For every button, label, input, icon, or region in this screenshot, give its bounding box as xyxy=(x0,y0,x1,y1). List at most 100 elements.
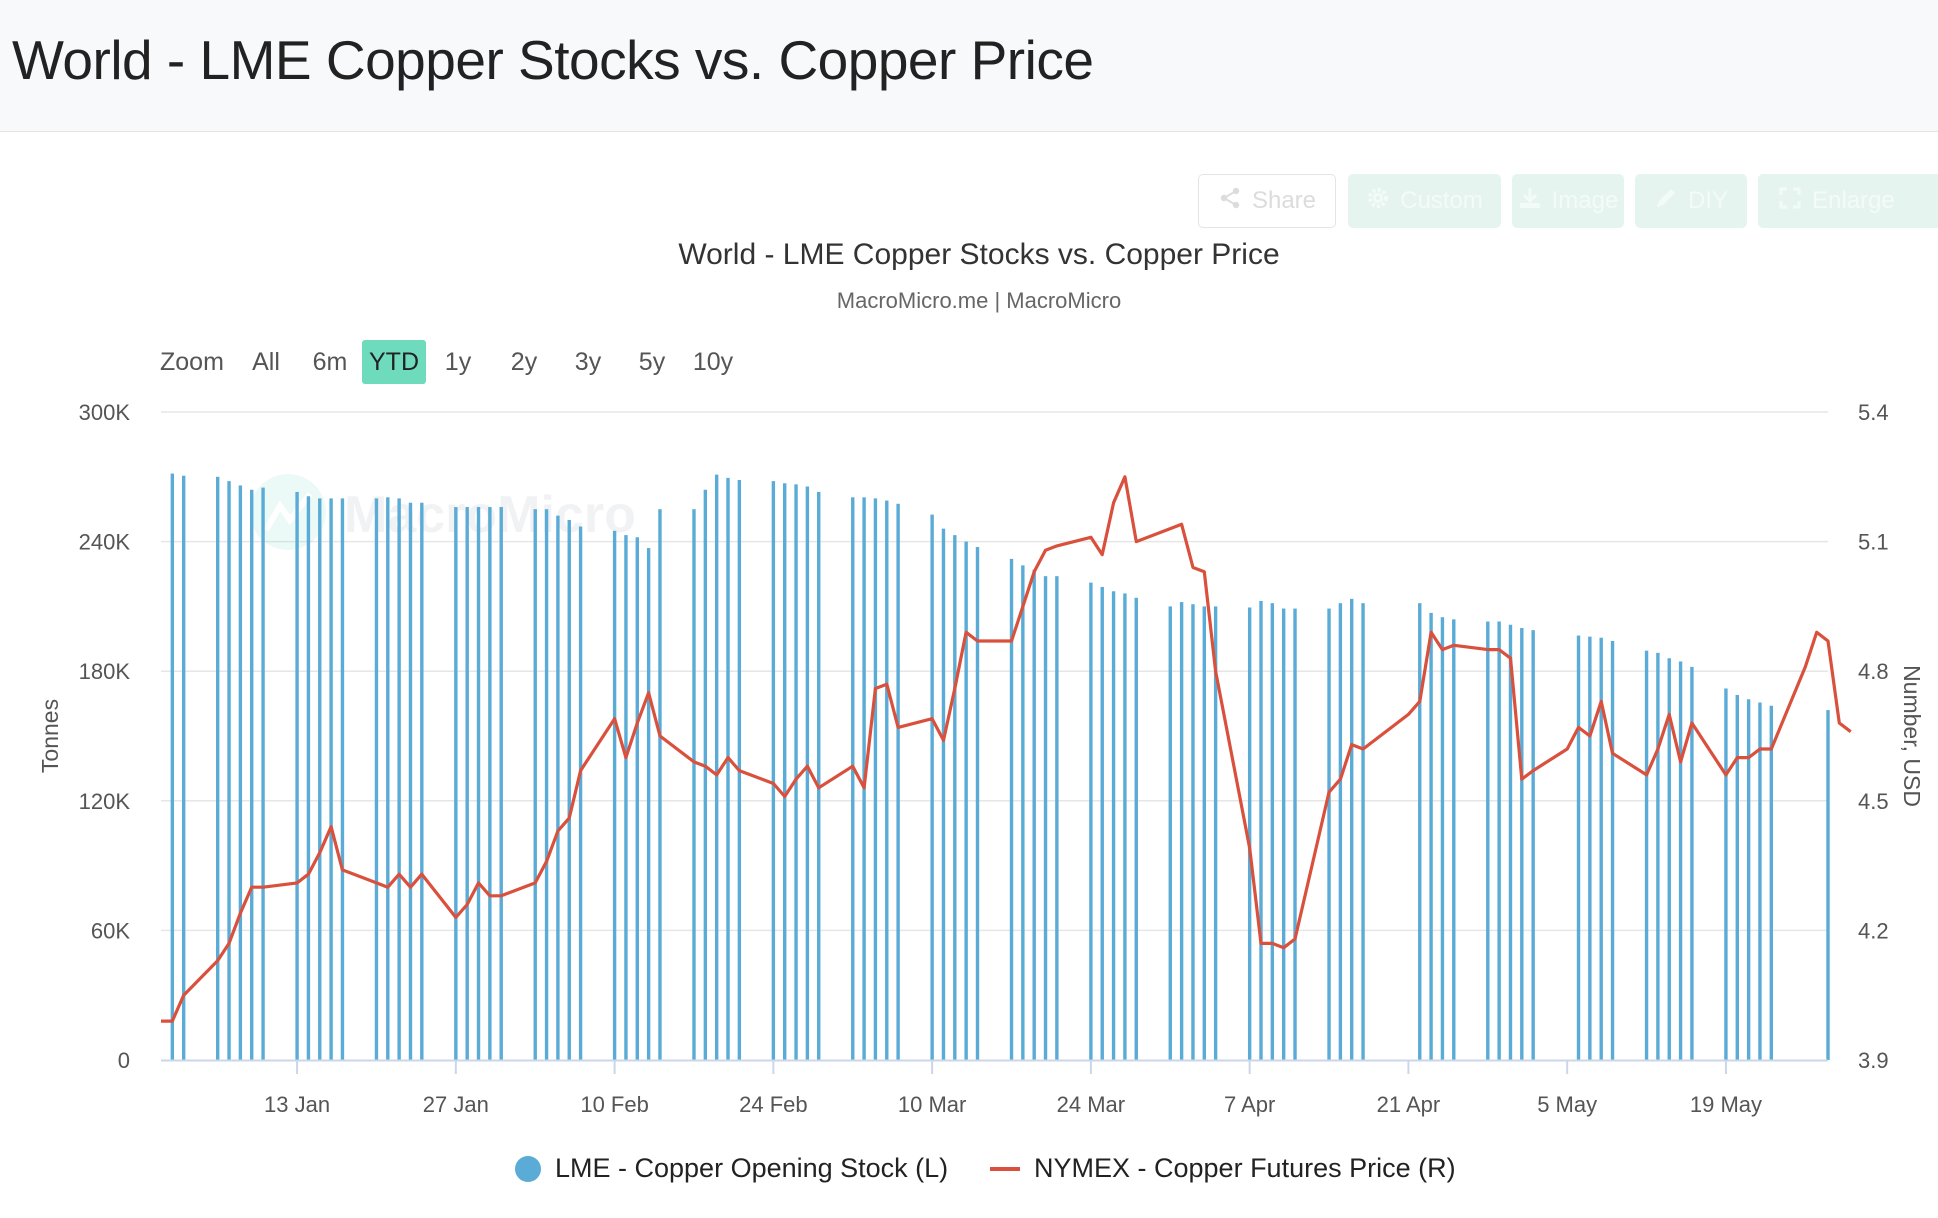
stock-bar[interactable] xyxy=(408,502,413,1061)
stock-bar[interactable] xyxy=(1758,702,1762,1060)
stock-bar[interactable] xyxy=(1202,606,1206,1060)
stock-bar[interactable] xyxy=(1213,606,1218,1060)
stock-bar[interactable] xyxy=(544,509,549,1060)
enlarge-button[interactable]: Enlarge xyxy=(1758,174,1938,228)
stock-bar[interactable] xyxy=(216,476,220,1060)
stock-bar[interactable] xyxy=(420,502,424,1061)
stock-bar[interactable] xyxy=(454,507,458,1060)
stock-bar[interactable] xyxy=(851,497,855,1060)
range-button-1y[interactable]: 1y xyxy=(444,348,472,376)
stock-bar[interactable] xyxy=(783,483,787,1060)
stock-bar[interactable] xyxy=(1134,597,1138,1060)
stock-bar[interactable] xyxy=(1009,558,1014,1060)
stock-bar[interactable] xyxy=(646,548,651,1060)
stock-bar[interactable] xyxy=(1429,612,1433,1060)
stock-bar[interactable] xyxy=(1735,694,1739,1060)
stock-bar[interactable] xyxy=(941,528,946,1060)
stock-bar[interactable] xyxy=(567,520,571,1060)
stock-bar[interactable] xyxy=(533,509,537,1060)
stock-bar[interactable] xyxy=(250,489,254,1060)
stock-bar[interactable] xyxy=(386,497,390,1060)
stock-bar[interactable] xyxy=(1656,652,1660,1060)
stock-bar[interactable] xyxy=(1123,593,1127,1060)
stock-bar[interactable] xyxy=(1270,603,1275,1060)
stock-bar[interactable] xyxy=(1361,603,1365,1060)
stock-bar[interactable] xyxy=(1678,661,1683,1060)
stock-bar[interactable] xyxy=(885,500,889,1060)
stock-bar[interactable] xyxy=(1043,576,1048,1060)
stock-bar[interactable] xyxy=(873,498,878,1060)
range-button-all[interactable]: All xyxy=(252,348,280,376)
stock-bar[interactable] xyxy=(1826,710,1830,1060)
stock-bar[interactable] xyxy=(1247,607,1252,1060)
stock-bar[interactable] xyxy=(1350,598,1354,1060)
stock-bar[interactable] xyxy=(794,484,798,1060)
stock-bar[interactable] xyxy=(771,481,776,1060)
stock-bar[interactable] xyxy=(1021,565,1025,1060)
stock-bar[interactable] xyxy=(1508,624,1513,1060)
stock-bar[interactable] xyxy=(1327,608,1331,1060)
stock-bar[interactable] xyxy=(578,526,583,1060)
stock-bar[interactable] xyxy=(318,498,322,1060)
stock-bar[interactable] xyxy=(1667,658,1671,1060)
stock-bar[interactable] xyxy=(930,514,934,1060)
stock-bar[interactable] xyxy=(1520,628,1524,1060)
stock-bar[interactable] xyxy=(805,486,810,1060)
stock-bar[interactable] xyxy=(1486,621,1490,1060)
stock-bar[interactable] xyxy=(635,537,639,1060)
stock-bar[interactable] xyxy=(488,507,492,1060)
stock-bar[interactable] xyxy=(465,507,469,1060)
stock-bar[interactable] xyxy=(1111,591,1116,1060)
stock-bar[interactable] xyxy=(556,515,560,1060)
stock-bar[interactable] xyxy=(499,507,503,1060)
stock-bar[interactable] xyxy=(1610,640,1615,1060)
stock-bar[interactable] xyxy=(1281,608,1286,1060)
stock-bar[interactable] xyxy=(726,477,730,1060)
stock-bar[interactable] xyxy=(1769,705,1773,1060)
stock-bar[interactable] xyxy=(1179,602,1184,1060)
stock-bar[interactable] xyxy=(1032,569,1036,1060)
stock-bar[interactable] xyxy=(329,498,333,1060)
stock-bar[interactable] xyxy=(975,547,980,1060)
stock-bar[interactable] xyxy=(1644,650,1649,1060)
stock-bar[interactable] xyxy=(238,485,243,1060)
stock-bar[interactable] xyxy=(692,509,696,1060)
range-button-ytd[interactable]: YTD xyxy=(362,340,426,384)
stock-bar[interactable] xyxy=(1588,636,1592,1060)
stock-bar[interactable] xyxy=(1100,586,1104,1060)
stock-bar[interactable] xyxy=(1746,699,1751,1060)
stock-bar[interactable] xyxy=(170,473,175,1060)
range-button-5y[interactable]: 5y xyxy=(638,348,666,376)
range-button-2y[interactable]: 2y xyxy=(510,348,538,376)
stock-bar[interactable] xyxy=(476,507,481,1060)
stock-bar[interactable] xyxy=(1531,630,1535,1060)
stock-bar[interactable] xyxy=(658,509,662,1060)
price-series-line[interactable] xyxy=(161,475,1852,1023)
image-button[interactable]: Image xyxy=(1512,174,1624,228)
stock-bar[interactable] xyxy=(624,535,628,1060)
stock-bar[interactable] xyxy=(1690,666,1694,1060)
stock-bar[interactable] xyxy=(1293,608,1297,1060)
stock-bar[interactable] xyxy=(374,498,379,1060)
stock-bar[interactable] xyxy=(817,491,821,1060)
stock-bar[interactable] xyxy=(953,535,957,1060)
range-button-10y[interactable]: 10y xyxy=(692,348,734,376)
stock-bar[interactable] xyxy=(397,498,401,1060)
legend-item-stock[interactable]: LME - Copper Opening Stock (L) xyxy=(515,1153,948,1184)
stock-bar[interactable] xyxy=(612,530,617,1060)
stock-bar[interactable] xyxy=(306,496,311,1060)
range-button-3y[interactable]: 3y xyxy=(574,348,602,376)
stock-bar[interactable] xyxy=(1055,576,1059,1060)
diy-button[interactable]: DIY xyxy=(1635,174,1747,228)
share-button[interactable]: Share xyxy=(1198,174,1336,228)
custom-button[interactable]: Custom xyxy=(1348,174,1501,228)
range-button-6m[interactable]: 6m xyxy=(312,348,348,376)
stock-bar[interactable] xyxy=(1168,606,1172,1060)
stock-bar[interactable] xyxy=(1576,635,1581,1060)
stock-bar[interactable] xyxy=(896,503,900,1060)
stock-bar[interactable] xyxy=(1599,637,1603,1060)
stock-bar[interactable] xyxy=(295,491,299,1060)
stock-bar[interactable] xyxy=(340,498,345,1060)
legend-item-price[interactable]: NYMEX - Copper Futures Price (R) xyxy=(990,1153,1456,1184)
stock-bar[interactable] xyxy=(1497,621,1501,1060)
